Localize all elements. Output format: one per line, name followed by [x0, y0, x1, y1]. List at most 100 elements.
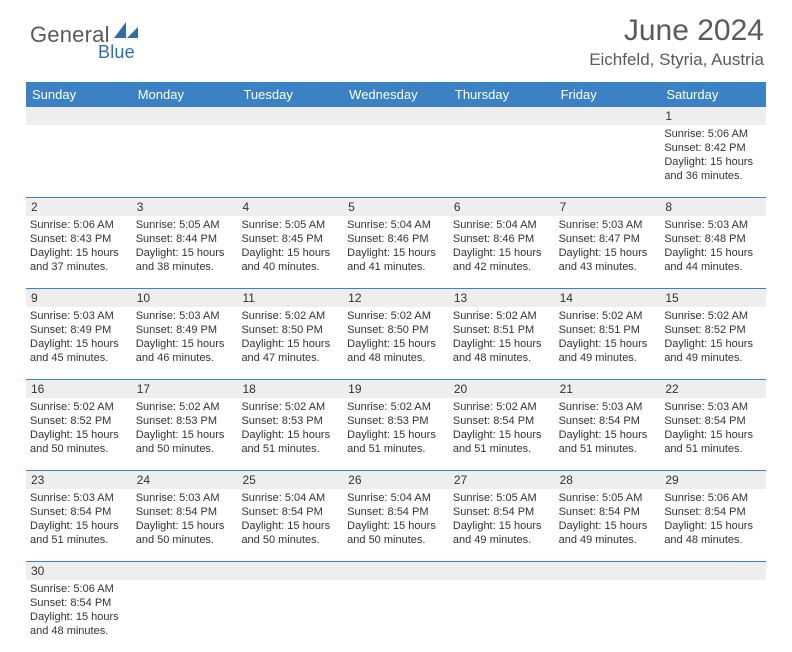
daylight-line: Daylight: 15 hours and 49 minutes.	[559, 337, 657, 365]
sunset-line: Sunset: 8:49 PM	[30, 323, 128, 337]
sunset-line: Sunset: 8:54 PM	[30, 596, 128, 610]
daylight-line: Daylight: 15 hours and 40 minutes.	[241, 246, 339, 274]
date-number-row: 30	[26, 562, 766, 580]
sunrise-line: Sunrise: 5:03 AM	[30, 309, 128, 323]
date-number-row: 9101112131415	[26, 289, 766, 307]
calendar-cell: Sunrise: 5:02 AMSunset: 8:52 PMDaylight:…	[660, 307, 766, 379]
calendar-cell: Sunrise: 5:05 AMSunset: 8:54 PMDaylight:…	[555, 489, 661, 561]
sunrise-line: Sunrise: 5:04 AM	[347, 491, 445, 505]
sunrise-line: Sunrise: 5:02 AM	[241, 309, 339, 323]
daylight-line: Daylight: 15 hours and 50 minutes.	[136, 428, 234, 456]
date-number: 10	[132, 289, 238, 307]
date-number: 12	[343, 289, 449, 307]
sunset-line: Sunset: 8:48 PM	[664, 232, 762, 246]
sunrise-line: Sunrise: 5:03 AM	[30, 491, 128, 505]
date-number	[237, 107, 343, 125]
calendar-cell	[26, 125, 132, 197]
sunrise-line: Sunrise: 5:06 AM	[664, 127, 762, 141]
sunset-line: Sunset: 8:47 PM	[559, 232, 657, 246]
calendar-cell	[660, 580, 766, 652]
sunset-line: Sunset: 8:54 PM	[453, 505, 551, 519]
day-header-row: SundayMondayTuesdayWednesdayThursdayFrid…	[26, 82, 766, 107]
daylight-line: Daylight: 15 hours and 50 minutes.	[347, 519, 445, 547]
sunset-line: Sunset: 8:54 PM	[559, 505, 657, 519]
date-number: 16	[26, 380, 132, 398]
sunset-line: Sunset: 8:44 PM	[136, 232, 234, 246]
sunrise-line: Sunrise: 5:02 AM	[241, 400, 339, 414]
day-header: Friday	[555, 82, 661, 107]
date-number: 8	[660, 198, 766, 216]
date-number: 23	[26, 471, 132, 489]
sunrise-line: Sunrise: 5:03 AM	[136, 309, 234, 323]
date-number	[449, 562, 555, 580]
daylight-line: Daylight: 15 hours and 51 minutes.	[30, 519, 128, 547]
calendar-cell: Sunrise: 5:02 AMSunset: 8:52 PMDaylight:…	[26, 398, 132, 470]
calendar-cell: Sunrise: 5:03 AMSunset: 8:49 PMDaylight:…	[26, 307, 132, 379]
daylight-line: Daylight: 15 hours and 46 minutes.	[136, 337, 234, 365]
sunset-line: Sunset: 8:50 PM	[347, 323, 445, 337]
calendar-week: Sunrise: 5:06 AMSunset: 8:42 PMDaylight:…	[26, 125, 766, 198]
location-subtitle: Eichfeld, Styria, Austria	[589, 50, 764, 70]
date-number: 15	[660, 289, 766, 307]
date-number: 30	[26, 562, 132, 580]
date-number-row: 2345678	[26, 198, 766, 216]
calendar-cell	[555, 125, 661, 197]
calendar-grid: SundayMondayTuesdayWednesdayThursdayFrid…	[26, 82, 766, 652]
calendar-cell: Sunrise: 5:05 AMSunset: 8:44 PMDaylight:…	[132, 216, 238, 288]
logo-text-blue: Blue	[98, 42, 135, 63]
calendar-cell: Sunrise: 5:03 AMSunset: 8:54 PMDaylight:…	[660, 398, 766, 470]
daylight-line: Daylight: 15 hours and 43 minutes.	[559, 246, 657, 274]
daylight-line: Daylight: 15 hours and 48 minutes.	[30, 610, 128, 638]
logo-sail-icon	[112, 20, 140, 40]
sunset-line: Sunset: 8:51 PM	[559, 323, 657, 337]
sunrise-line: Sunrise: 5:03 AM	[559, 218, 657, 232]
calendar-cell	[132, 580, 238, 652]
sunrise-line: Sunrise: 5:02 AM	[347, 309, 445, 323]
calendar-cell	[237, 125, 343, 197]
logo: General Blue	[30, 22, 140, 48]
sunset-line: Sunset: 8:54 PM	[453, 414, 551, 428]
calendar-cell: Sunrise: 5:04 AMSunset: 8:54 PMDaylight:…	[237, 489, 343, 561]
calendar-cell: Sunrise: 5:02 AMSunset: 8:53 PMDaylight:…	[237, 398, 343, 470]
daylight-line: Daylight: 15 hours and 49 minutes.	[664, 337, 762, 365]
sunset-line: Sunset: 8:53 PM	[347, 414, 445, 428]
daylight-line: Daylight: 15 hours and 50 minutes.	[241, 519, 339, 547]
sunset-line: Sunset: 8:52 PM	[664, 323, 762, 337]
date-number: 9	[26, 289, 132, 307]
date-number: 19	[343, 380, 449, 398]
date-number: 13	[449, 289, 555, 307]
date-number: 21	[555, 380, 661, 398]
sunrise-line: Sunrise: 5:06 AM	[30, 582, 128, 596]
date-number	[660, 562, 766, 580]
date-number: 27	[449, 471, 555, 489]
date-number	[555, 562, 661, 580]
date-number: 3	[132, 198, 238, 216]
date-number	[449, 107, 555, 125]
sunrise-line: Sunrise: 5:04 AM	[347, 218, 445, 232]
daylight-line: Daylight: 15 hours and 47 minutes.	[241, 337, 339, 365]
calendar-cell: Sunrise: 5:05 AMSunset: 8:54 PMDaylight:…	[449, 489, 555, 561]
sunset-line: Sunset: 8:49 PM	[136, 323, 234, 337]
calendar-cell: Sunrise: 5:06 AMSunset: 8:43 PMDaylight:…	[26, 216, 132, 288]
date-number: 6	[449, 198, 555, 216]
daylight-line: Daylight: 15 hours and 37 minutes.	[30, 246, 128, 274]
daylight-line: Daylight: 15 hours and 48 minutes.	[453, 337, 551, 365]
calendar-cell: Sunrise: 5:03 AMSunset: 8:49 PMDaylight:…	[132, 307, 238, 379]
date-number: 26	[343, 471, 449, 489]
date-number	[26, 107, 132, 125]
daylight-line: Daylight: 15 hours and 51 minutes.	[453, 428, 551, 456]
sunset-line: Sunset: 8:52 PM	[30, 414, 128, 428]
calendar-cell: Sunrise: 5:02 AMSunset: 8:53 PMDaylight:…	[132, 398, 238, 470]
daylight-line: Daylight: 15 hours and 51 minutes.	[241, 428, 339, 456]
date-number-row: 16171819202122	[26, 380, 766, 398]
sunrise-line: Sunrise: 5:04 AM	[241, 491, 339, 505]
day-header: Saturday	[660, 82, 766, 107]
daylight-line: Daylight: 15 hours and 44 minutes.	[664, 246, 762, 274]
date-number: 11	[237, 289, 343, 307]
sunrise-line: Sunrise: 5:02 AM	[664, 309, 762, 323]
calendar-cell: Sunrise: 5:06 AMSunset: 8:42 PMDaylight:…	[660, 125, 766, 197]
calendar-week: Sunrise: 5:06 AMSunset: 8:43 PMDaylight:…	[26, 216, 766, 289]
daylight-line: Daylight: 15 hours and 49 minutes.	[453, 519, 551, 547]
daylight-line: Daylight: 15 hours and 42 minutes.	[453, 246, 551, 274]
calendar-cell	[343, 580, 449, 652]
